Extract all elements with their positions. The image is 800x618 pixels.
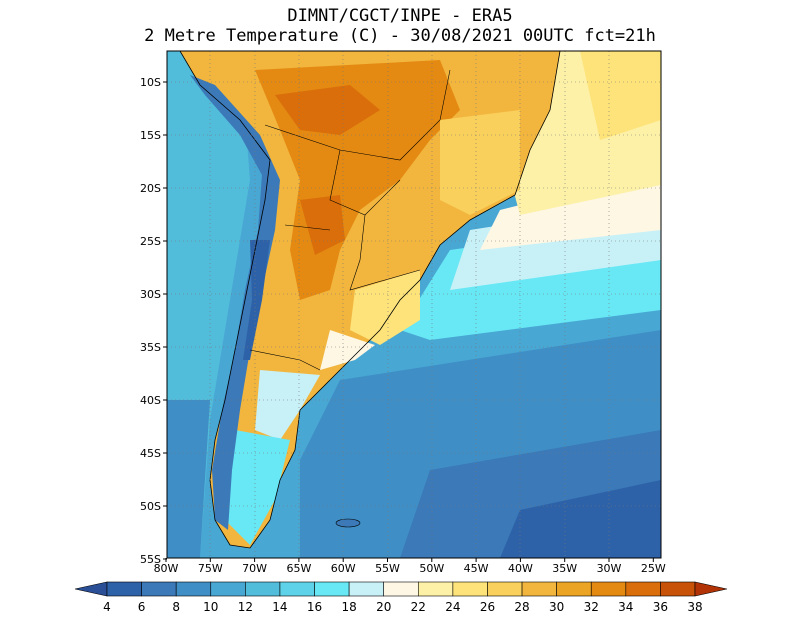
lat-tick-label: 50S [140, 500, 161, 513]
colorbar-tick-label: 14 [272, 600, 287, 614]
colorbar-tick-label: 26 [480, 600, 495, 614]
colorbar-swatch [417, 581, 454, 597]
colorbar-swatch [348, 581, 385, 597]
lon-tick-label: 50W [419, 562, 444, 575]
colorbar-swatch [452, 581, 488, 597]
lon-tick-label: 65W [286, 562, 311, 575]
map-title-line-2: 2 Metre Temperature (C) - 30/08/2021 00U… [144, 26, 656, 46]
longitude-axis: 80W 75W 70W 65W 60W 55W 50W 45W 40W 35W 30W 25W [154, 558, 666, 575]
colorbar-tick-label: 30 [549, 600, 564, 614]
colorbar-tick-label: 12 [238, 600, 253, 614]
lon-tick-label: 40W [508, 562, 533, 575]
colorbar-swatch [590, 581, 627, 597]
lat-tick-label: 45S [140, 447, 161, 460]
temperature-field [167, 51, 661, 558]
lon-tick-label: 80W [154, 562, 179, 575]
colorbar-tick-label: 24 [445, 600, 460, 614]
latitude-axis: 10S 15S 20S 25S 30S 35S 40S 45S 50S 55S [140, 76, 167, 566]
graticule [167, 51, 661, 558]
ocean-coldest [500, 480, 661, 558]
colorbar-swatch [660, 581, 696, 597]
colorbar-swatch [175, 581, 212, 597]
lon-tick-label: 75W [198, 562, 223, 575]
colorbar-tick-label: 22 [411, 600, 426, 614]
colorbar-tick-label: 16 [307, 600, 322, 614]
country-borders [249, 69, 451, 371]
land-south-patagonia [225, 430, 290, 545]
colorbar-swatch [625, 581, 661, 597]
colorbar-tick-label: 18 [341, 600, 356, 614]
colorbar-swatch [314, 581, 350, 597]
colorbar-tick-label: 28 [514, 600, 529, 614]
lon-tick-label: 35W [552, 562, 577, 575]
colorbar-swatch [383, 581, 419, 597]
ocean-tropical-far-north [580, 51, 661, 140]
colorbar-tick-label: 38 [687, 600, 702, 614]
land-southeast-brazil [440, 110, 520, 215]
lon-tick-label: 30W [597, 562, 622, 575]
colorbar-high-arrow [694, 581, 728, 597]
colorbar-tick-label: 36 [653, 600, 668, 614]
colorbar-low-arrow [74, 581, 108, 597]
lon-tick-label: 55W [375, 562, 400, 575]
andes-coldest [243, 240, 270, 360]
colorbar-swatch [141, 581, 177, 597]
colorbar-swatch [279, 581, 315, 597]
colorbar: 4 6 8 10 12 14 16 18 20 22 24 26 28 30 32 34 36 38 [74, 581, 728, 614]
colorbar-tick-label: 10 [203, 600, 218, 614]
lat-tick-label: 35S [140, 341, 161, 354]
lat-tick-label: 15S [140, 129, 161, 142]
colorbar-swatch [245, 581, 281, 597]
land-hottest-chaco [300, 195, 345, 255]
map-frame [166, 50, 662, 559]
colorbar-swatch [487, 581, 523, 597]
colorbar-tick-label: 8 [172, 600, 180, 614]
colorbar-swatch [556, 581, 592, 597]
land-pampas-coast [320, 330, 375, 370]
colorbar-tick-label: 34 [618, 600, 633, 614]
lon-tick-label: 60W [331, 562, 356, 575]
colorbar-tick-label: 6 [138, 600, 146, 614]
lat-tick-label: 55S [140, 553, 161, 566]
lat-tick-label: 10S [140, 76, 161, 89]
land-hottest-bolivia [275, 85, 380, 135]
pacific-south [167, 400, 210, 558]
lat-tick-label: 30S [140, 288, 161, 301]
colorbar-tick-label: 20 [376, 600, 391, 614]
lon-tick-label: 45W [464, 562, 489, 575]
lon-tick-label: 70W [242, 562, 267, 575]
lat-tick-label: 40S [140, 394, 161, 407]
falkland-islands [335, 518, 361, 528]
land-uruguay [350, 270, 420, 345]
colorbar-tick-label: 4 [103, 600, 111, 614]
colorbar-tick-label: 32 [584, 600, 599, 614]
lat-tick-label: 25S [140, 235, 161, 248]
land-north-patagonia [255, 370, 320, 440]
andes-cold-spine [190, 75, 280, 530]
lon-tick-label: 25W [641, 562, 666, 575]
colorbar-swatch [521, 581, 557, 597]
colorbar-swatch [106, 581, 142, 597]
colorbar-swatch [210, 581, 246, 597]
coastline [179, 51, 561, 549]
map-title-line-1: DIMNT/CGCT/INPE - ERA5 [287, 6, 513, 26]
lat-tick-label: 20S [140, 182, 161, 195]
